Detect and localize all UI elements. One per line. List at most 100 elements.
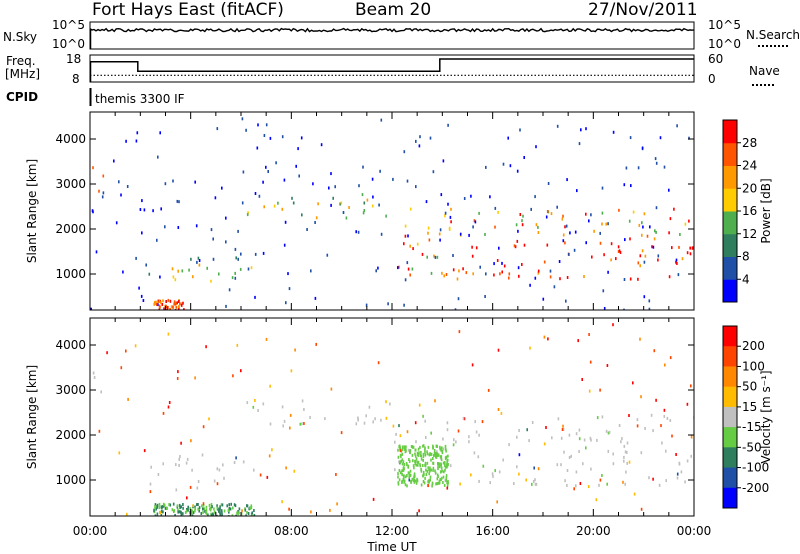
scatter-cell (200, 512, 203, 515)
scatter-cell (661, 441, 663, 445)
scatter-cell (475, 246, 478, 250)
noise-sky-label: N.Sky (3, 30, 38, 44)
scatter-cell (182, 301, 184, 305)
scatter-cell (663, 414, 666, 418)
scatter-cell (537, 271, 540, 275)
scatter-cell (159, 511, 162, 515)
velocity-panel-frame (89, 317, 695, 517)
scatter-cell (489, 195, 491, 199)
scatter-cell (516, 435, 518, 439)
scatter-cell (330, 387, 333, 391)
scatter-cell (225, 216, 227, 220)
scatter-cell (573, 487, 575, 491)
scatter-cell (176, 377, 179, 380)
scatter-cell (439, 228, 442, 232)
scatter-cell (220, 503, 223, 507)
scatter-cell (502, 162, 505, 166)
scatter-cell (550, 212, 553, 216)
colorbar-cell (723, 447, 737, 469)
scatter-cell (212, 257, 215, 261)
scatter-cell (549, 275, 552, 279)
scatter-cell (577, 339, 579, 343)
scatter-cell (499, 272, 501, 276)
scatter-cell (413, 480, 416, 484)
scatter-cell (445, 476, 448, 480)
scatter-cell (427, 484, 430, 488)
scatter-cell (458, 330, 461, 334)
scatter-cell (669, 356, 672, 360)
scatter-cell (400, 459, 402, 463)
scatter-cell (444, 479, 447, 483)
scatter-cell (300, 136, 303, 140)
scatter-cell (664, 363, 666, 367)
scatter-cell (240, 512, 243, 516)
scatter-cell (449, 215, 452, 219)
scatter-cell (491, 472, 494, 476)
scatter-cell (283, 178, 286, 182)
scatter-cell (649, 225, 651, 229)
scatter-cell (262, 402, 265, 406)
scatter-cell (409, 244, 411, 248)
scatter-cell (399, 453, 402, 457)
scatter-cell (423, 473, 425, 477)
scatter-cell (573, 248, 576, 252)
scatter-cell (154, 514, 157, 516)
scatter-cell (531, 482, 533, 486)
scatter-cell (269, 384, 271, 388)
scatter-cell (415, 479, 417, 483)
scatter-cell (593, 229, 595, 233)
scatter-cell (624, 238, 626, 242)
scatter-cell (294, 348, 296, 352)
scatter-cell (566, 469, 569, 472)
scatter-cell (234, 504, 237, 508)
scatter-cell (339, 202, 341, 206)
scatter-cell (399, 445, 401, 449)
scatter-cell (422, 464, 424, 467)
colorbar-cell (723, 142, 737, 166)
scatter-cell (202, 507, 204, 511)
scatter-cell (358, 184, 360, 188)
scatter-cell (237, 257, 239, 261)
scatter-cell (399, 434, 402, 438)
noise-right-tick-top: 10^5 (708, 18, 741, 32)
colorbar-cell (723, 233, 737, 257)
y-tick-label: 2000 (55, 428, 86, 442)
scatter-cell (361, 193, 364, 197)
scatter-cell (385, 214, 387, 218)
scatter-cell (179, 510, 182, 514)
scatter-cell (612, 130, 615, 134)
scatter-cell (432, 466, 435, 470)
scatter-cell (654, 157, 657, 161)
scatter-cell (424, 461, 427, 465)
scatter-cell (565, 299, 567, 303)
scatter-cell (468, 233, 470, 237)
scatter-cell (210, 503, 213, 506)
scatter-cell (214, 511, 217, 515)
scatter-cell (185, 509, 188, 513)
scatter-cell (171, 508, 174, 512)
scatter-cell (583, 438, 586, 442)
scatter-cell (245, 128, 247, 132)
scatter-cell (624, 482, 626, 486)
sky-noise-line (89, 27, 695, 33)
scatter-cell (568, 252, 570, 256)
scatter-cell (566, 178, 568, 182)
scatter-cell (637, 166, 640, 170)
scatter-cell (235, 514, 237, 516)
velocity-colorbar: 200 100 50 15 -15 -50 -100 -200 (722, 325, 769, 509)
scatter-cell (93, 376, 96, 379)
scatter-cell (186, 457, 189, 461)
scatter-cell (365, 414, 367, 418)
scatter-cell (237, 512, 239, 516)
scatter-cell (432, 446, 434, 450)
scatter-cell (380, 232, 383, 236)
scatter-cell (231, 514, 234, 516)
scatter-cell (216, 506, 219, 510)
scatter-cell (268, 454, 271, 458)
x-tick-label: 20:00 (576, 524, 611, 538)
scatter-cell (691, 246, 694, 250)
scatter-cell (465, 271, 468, 275)
scatter-cell (434, 399, 436, 403)
scatter-cell (447, 479, 449, 483)
